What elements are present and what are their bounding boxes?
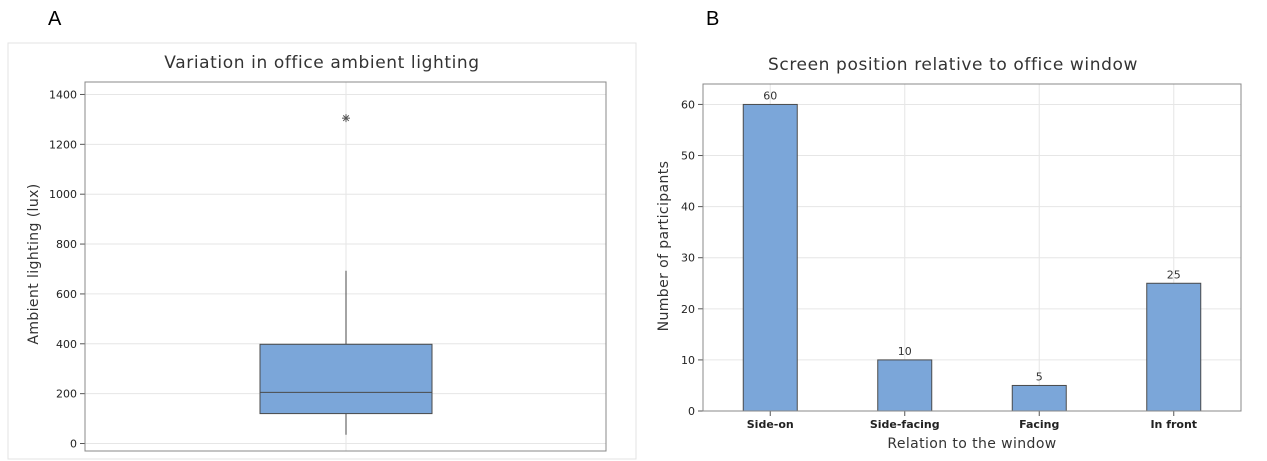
y-tick-label: 50 xyxy=(681,150,695,163)
panel-letter-b: B xyxy=(706,8,720,30)
bar-side-on xyxy=(742,103,798,412)
chart-a-frame xyxy=(7,42,637,460)
boxplot-chart: Variation in office ambient lighting Amb… xyxy=(7,42,637,460)
chart-a-ylabel: Ambient lighting (lux) xyxy=(26,183,42,344)
y-tick-label: 1200 xyxy=(49,138,77,151)
chart-a-yticks: 0 200 400 600 800 1000 1200 1400 xyxy=(49,88,85,451)
x-tick-label: Side-on xyxy=(747,418,794,431)
y-tick-label: 200 xyxy=(56,388,77,401)
y-tick-label: 0 xyxy=(688,405,695,418)
panel-letter-a: A xyxy=(48,8,62,30)
chart-b-bars: 60 10 5 25 xyxy=(742,89,1202,412)
bar-facing xyxy=(1011,384,1067,412)
bar-data-label: 5 xyxy=(1036,370,1043,383)
bar-chart: Screen position relative to office windo… xyxy=(656,55,1242,452)
chart-b-yticks: 0 10 20 30 40 50 60 xyxy=(681,98,703,418)
iqr-box xyxy=(259,343,433,415)
y-tick-label: 40 xyxy=(681,201,695,214)
y-tick-label: 0 xyxy=(70,438,77,451)
outlier-stroke xyxy=(342,114,350,122)
chart-b-xlabel: Relation to the window xyxy=(887,436,1056,452)
bar-data-label: 10 xyxy=(898,345,912,358)
bar-data-label: 25 xyxy=(1167,268,1181,281)
y-tick-label: 60 xyxy=(681,98,695,111)
chart-b-ylabel: Number of participants xyxy=(656,161,672,332)
bar-side-facing xyxy=(877,359,933,412)
bar-data-label: 60 xyxy=(763,89,777,102)
x-tick-label: Facing xyxy=(1019,418,1059,431)
chart-a-title: Variation in office ambient lighting xyxy=(164,53,479,73)
y-tick-label: 20 xyxy=(681,303,695,316)
y-tick-label: 600 xyxy=(56,288,77,301)
y-tick-label: 1400 xyxy=(49,88,77,101)
chart-b-title: Screen position relative to office windo… xyxy=(768,55,1138,75)
y-tick-label: 800 xyxy=(56,238,77,251)
outlier-marker xyxy=(342,114,350,123)
y-tick-label: 30 xyxy=(681,252,695,265)
x-tick-label: Side-facing xyxy=(870,418,940,431)
chart-b-plot-area xyxy=(702,83,1242,412)
chart-a-plot-area xyxy=(84,81,607,452)
y-tick-label: 10 xyxy=(681,354,695,367)
chart-a-box xyxy=(259,114,433,435)
bar-in-front xyxy=(1146,282,1202,412)
y-tick-label: 400 xyxy=(56,338,77,351)
x-tick-label: In front xyxy=(1150,418,1197,431)
chart-b-xticks: Side-on Side-facing Facing In front xyxy=(747,411,1197,431)
y-tick-label: 1000 xyxy=(49,188,77,201)
